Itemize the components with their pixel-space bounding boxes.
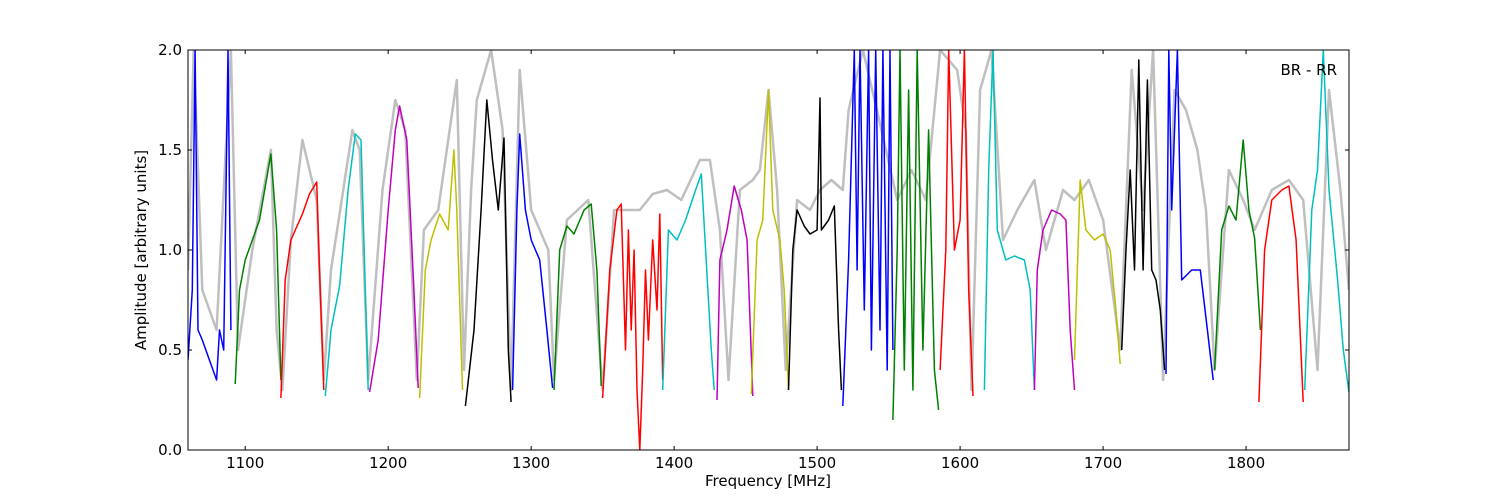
band-series-line-3: [280, 181, 325, 399]
band-series-line-15: [842, 50, 894, 407]
y-tick-label: 2.0: [158, 41, 182, 59]
band-series-line-8: [511, 133, 554, 391]
band-series-line-25: [1303, 50, 1349, 393]
band-series-line-1: [188, 50, 232, 381]
band-series-line-18: [983, 50, 1036, 391]
band-series-line-11: [661, 173, 715, 391]
band-series-line-9: [553, 203, 602, 391]
band-series-line-13: [750, 89, 790, 395]
band-series-line-22: [1165, 50, 1214, 381]
x-tick-label: 1400: [655, 454, 693, 472]
band-series-line-20: [1073, 179, 1121, 365]
band-series-line-2: [234, 153, 282, 385]
annotation-label: BR - RR: [1280, 61, 1337, 79]
band-series-line-12: [716, 185, 754, 401]
band-series-line-7: [464, 99, 512, 407]
plot-area: [188, 50, 1349, 450]
band-series-line-5: [368, 105, 419, 393]
band-series-line-4: [324, 133, 369, 397]
band-series-line-24: [1258, 185, 1304, 403]
y-tick-label: 1.5: [158, 141, 182, 159]
band-series-line-21: [1120, 59, 1166, 371]
x-tick-label: 1500: [798, 454, 836, 472]
x-axis-label: Frequency [MHz]: [705, 472, 831, 490]
y-tick-label: 0.5: [158, 341, 182, 359]
x-tick-label: 1700: [1084, 454, 1122, 472]
band-series-line-10: [601, 203, 664, 450]
y-tick-label: 1.0: [158, 241, 182, 259]
band-series-line-23: [1213, 139, 1262, 371]
background-envelope-line: [188, 50, 1349, 392]
axis-ticks: 1100 1200 1300 1400 1500 1600 1700 1800 0.0 0.5 1.…: [158, 41, 1349, 472]
band-series-line-6: [418, 149, 464, 399]
y-tick-label: 0.0: [158, 441, 182, 459]
x-tick-label: 1300: [512, 454, 550, 472]
x-tick-label: 1600: [941, 454, 979, 472]
x-tick-label: 1100: [226, 454, 264, 472]
x-tick-label: 1200: [369, 454, 407, 472]
x-tick-label: 1800: [1227, 454, 1265, 472]
band-series-line-19: [1033, 209, 1076, 391]
band-series-line-17: [939, 50, 974, 397]
band-series-line-14: [787, 97, 843, 391]
band-series-line-16: [892, 50, 940, 421]
y-axis-label: Amplitude [arbitrary units]: [132, 150, 150, 350]
